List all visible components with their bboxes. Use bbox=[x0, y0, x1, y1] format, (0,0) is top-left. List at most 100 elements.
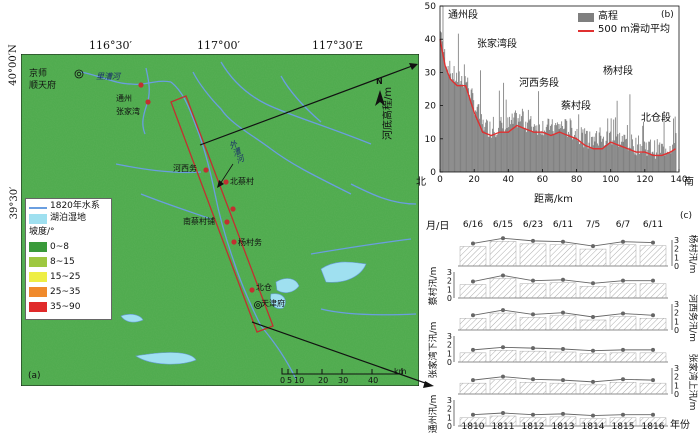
elevation-bar bbox=[662, 146, 664, 172]
elevation-bar bbox=[585, 133, 586, 172]
level-block bbox=[519, 283, 547, 299]
row-tick-label: 3 bbox=[674, 364, 679, 373]
date-label: 7/5 bbox=[586, 220, 600, 230]
level-block bbox=[459, 246, 487, 267]
elevation-bar bbox=[480, 70, 481, 172]
row-tick-label: 2 bbox=[447, 405, 452, 414]
elevation-bar bbox=[498, 127, 499, 172]
level-point bbox=[561, 277, 565, 282]
row-tick-label: 3 bbox=[447, 396, 452, 405]
label-tianjin: 天津府 bbox=[261, 299, 285, 308]
elevation-bar bbox=[524, 128, 526, 172]
date-label: 6/15 bbox=[493, 220, 513, 230]
elevation-bar bbox=[585, 130, 587, 172]
level-block bbox=[639, 245, 667, 267]
level-point bbox=[561, 411, 565, 416]
elevation-bar bbox=[509, 124, 511, 172]
elevation-bar bbox=[482, 119, 484, 172]
elevation-bar bbox=[512, 123, 514, 172]
elevation-bar bbox=[543, 135, 545, 172]
level-point bbox=[621, 311, 625, 316]
elevation-bar bbox=[627, 150, 629, 172]
elevation-bar bbox=[578, 114, 580, 172]
elevation-bar bbox=[629, 94, 631, 172]
level-block bbox=[579, 418, 607, 427]
label-nancaicun: 南蔡村铺 bbox=[183, 217, 215, 226]
elevation-bar bbox=[673, 118, 674, 172]
date-label: 6/11 bbox=[643, 220, 663, 230]
elevation-bar bbox=[553, 134, 555, 172]
row-tick-label: 1 bbox=[674, 317, 679, 326]
level-block bbox=[549, 416, 577, 427]
elevation-bar bbox=[661, 143, 663, 172]
row-tick-label: 2 bbox=[674, 309, 679, 318]
level-point bbox=[621, 239, 625, 244]
elevation-bar bbox=[654, 140, 656, 172]
elevation-bar bbox=[621, 135, 623, 172]
level-block bbox=[639, 283, 667, 299]
elevation-bar bbox=[637, 144, 639, 172]
elevation-bar bbox=[463, 87, 464, 172]
elevation-bar bbox=[442, 6, 444, 172]
elevation-bar bbox=[618, 146, 620, 172]
elevation-bar bbox=[620, 141, 622, 172]
level-block bbox=[549, 351, 577, 363]
elevation-bar bbox=[581, 132, 583, 172]
elevation-bar bbox=[466, 81, 468, 172]
series-name: 杨村汛/m bbox=[687, 235, 699, 274]
elevation-bar bbox=[548, 118, 550, 172]
elevation-bar bbox=[440, 31, 441, 172]
elevation-bar bbox=[582, 129, 584, 172]
date-label: 6/16 bbox=[463, 220, 483, 230]
elevation-bar bbox=[552, 131, 554, 172]
elevation-bar bbox=[622, 141, 624, 172]
level-block bbox=[489, 312, 517, 331]
legend-slope-title: 坡度/° bbox=[29, 227, 55, 237]
elevation-bar bbox=[510, 119, 512, 172]
elevation-bar bbox=[646, 155, 648, 172]
elevation-bar bbox=[506, 127, 508, 172]
level-point bbox=[591, 281, 595, 286]
level-block bbox=[519, 243, 547, 267]
lon-tick: 117°30′E bbox=[312, 39, 364, 52]
elevation-bar bbox=[518, 121, 520, 172]
elevation-bar bbox=[520, 121, 522, 172]
elevation-bar bbox=[651, 152, 653, 172]
elevation-bar bbox=[590, 147, 592, 172]
elevation-bar bbox=[568, 134, 570, 172]
legend-elevation-label: 高程 bbox=[598, 11, 618, 22]
elevation-bar bbox=[614, 117, 616, 172]
elevation-bar bbox=[625, 139, 627, 172]
elevation-bar bbox=[486, 120, 488, 172]
x-tick-label: 60 bbox=[537, 175, 549, 185]
elevation-bar bbox=[484, 126, 486, 172]
elevation-bar bbox=[673, 143, 675, 172]
elevation-bar bbox=[638, 135, 639, 172]
elevation-bar bbox=[650, 154, 652, 172]
segment-label: 河西务段 bbox=[519, 78, 559, 89]
elevation-bar bbox=[645, 142, 647, 172]
elevation-bar bbox=[539, 124, 540, 172]
elevation-bar bbox=[527, 122, 528, 172]
chart-b-left-end: 北 bbox=[416, 177, 426, 188]
level-block bbox=[459, 352, 487, 363]
elevation-bar bbox=[649, 141, 650, 172]
elevation-bar bbox=[608, 142, 610, 172]
level-point bbox=[471, 378, 475, 383]
elevation-bar bbox=[598, 132, 600, 172]
elevation-bar bbox=[626, 138, 627, 172]
elevation-bar bbox=[611, 144, 613, 172]
elevation-bar bbox=[502, 128, 504, 172]
elevation-bar bbox=[514, 112, 516, 172]
elevation-bar bbox=[594, 141, 596, 172]
lon-tick: 116°30′ bbox=[89, 39, 132, 52]
slope-class-label: 15~25 bbox=[50, 272, 81, 282]
elevation-bar bbox=[495, 137, 497, 172]
elevation-bar bbox=[659, 142, 661, 172]
elevation-bar bbox=[628, 147, 630, 172]
elevation-bar bbox=[606, 131, 608, 172]
elevation-bar bbox=[666, 154, 668, 172]
elevation-bar bbox=[544, 130, 545, 172]
elevation-bar bbox=[455, 80, 457, 172]
level-block bbox=[609, 316, 637, 331]
